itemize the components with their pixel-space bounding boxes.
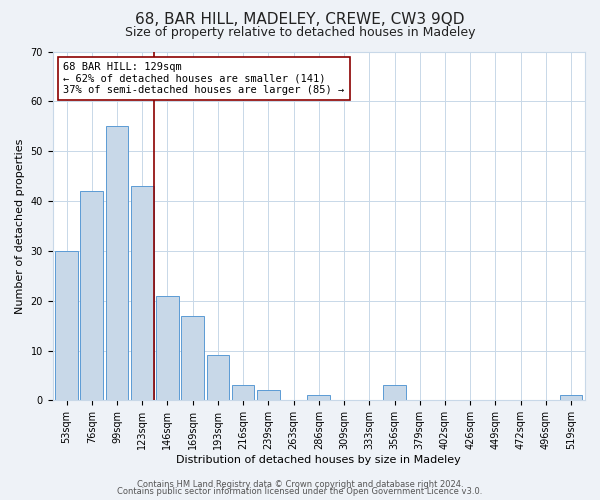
Bar — [206, 356, 229, 401]
Text: 68 BAR HILL: 129sqm
← 62% of detached houses are smaller (141)
37% of semi-detac: 68 BAR HILL: 129sqm ← 62% of detached ho… — [63, 62, 344, 95]
Text: Contains HM Land Registry data © Crown copyright and database right 2024.: Contains HM Land Registry data © Crown c… — [137, 480, 463, 489]
Bar — [257, 390, 280, 400]
Text: Contains public sector information licensed under the Open Government Licence v3: Contains public sector information licen… — [118, 488, 482, 496]
Bar — [55, 251, 78, 400]
Text: Size of property relative to detached houses in Madeley: Size of property relative to detached ho… — [125, 26, 475, 39]
Bar — [232, 386, 254, 400]
Bar — [181, 316, 204, 400]
Bar — [131, 186, 154, 400]
Bar — [80, 191, 103, 400]
Bar — [307, 396, 330, 400]
Bar — [156, 296, 179, 401]
Bar — [383, 386, 406, 400]
Bar — [560, 396, 583, 400]
Y-axis label: Number of detached properties: Number of detached properties — [15, 138, 25, 314]
X-axis label: Distribution of detached houses by size in Madeley: Distribution of detached houses by size … — [176, 455, 461, 465]
Bar — [106, 126, 128, 400]
Text: 68, BAR HILL, MADELEY, CREWE, CW3 9QD: 68, BAR HILL, MADELEY, CREWE, CW3 9QD — [135, 12, 465, 28]
